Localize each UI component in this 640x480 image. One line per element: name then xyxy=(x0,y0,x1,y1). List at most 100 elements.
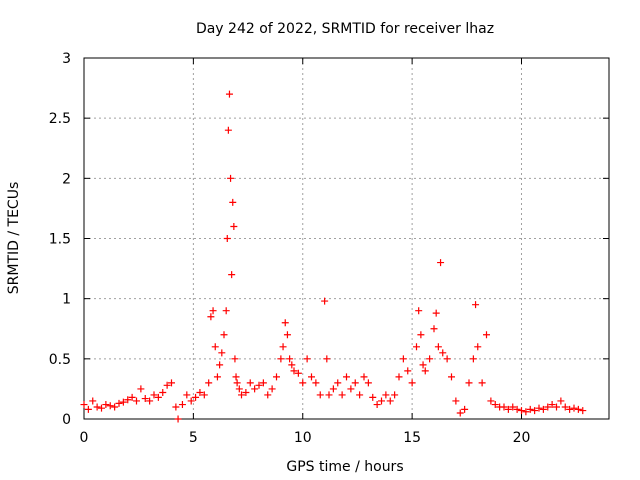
data-point xyxy=(168,379,175,387)
data-point xyxy=(434,343,442,351)
data-point xyxy=(399,355,407,363)
data-point xyxy=(456,409,464,417)
data-point xyxy=(124,396,132,404)
data-point xyxy=(474,343,482,351)
data-point xyxy=(351,379,359,387)
axes: 0 0.5 1 1.5 2 2.5 3 0 5 10 15 20 xyxy=(49,51,610,446)
data-point xyxy=(303,355,311,363)
data-point xyxy=(146,397,154,405)
data-point xyxy=(437,259,445,267)
data-series xyxy=(80,90,587,423)
grid xyxy=(84,58,609,419)
x-tick-label: 20 xyxy=(513,430,531,446)
data-point xyxy=(174,415,182,423)
data-point xyxy=(259,379,267,387)
data-point xyxy=(553,403,560,411)
data-point xyxy=(154,393,162,401)
data-point xyxy=(483,331,490,339)
data-point xyxy=(281,319,289,327)
data-point xyxy=(232,373,240,381)
data-point xyxy=(224,126,232,134)
data-point xyxy=(205,379,213,387)
data-point xyxy=(472,301,480,309)
y-tick-label: 1 xyxy=(62,292,71,308)
data-point xyxy=(255,381,263,389)
y-tick-label: 0.5 xyxy=(49,352,71,368)
data-point xyxy=(373,401,381,409)
data-point xyxy=(119,398,127,406)
data-point xyxy=(382,391,390,399)
data-point xyxy=(225,90,233,98)
data-point xyxy=(395,373,403,381)
data-point xyxy=(273,373,280,381)
data-point xyxy=(430,325,438,333)
data-point xyxy=(535,404,543,412)
y-axis-label: SRMTID / TECUs xyxy=(6,182,22,295)
data-point xyxy=(242,389,250,397)
data-point xyxy=(539,405,547,413)
data-point xyxy=(334,379,342,387)
data-point xyxy=(183,391,191,399)
y-tick-label: 2.5 xyxy=(49,111,71,127)
data-point xyxy=(211,343,219,351)
data-point xyxy=(228,271,236,279)
data-point xyxy=(421,367,429,375)
data-point xyxy=(364,379,372,387)
data-point xyxy=(209,307,217,315)
data-point xyxy=(452,397,460,405)
data-point xyxy=(251,385,259,393)
data-point xyxy=(469,355,477,363)
data-point xyxy=(491,401,499,409)
data-point xyxy=(128,393,136,401)
data-point xyxy=(522,408,530,416)
data-point xyxy=(246,379,254,387)
data-point xyxy=(413,343,420,351)
data-point xyxy=(111,403,119,411)
data-point xyxy=(478,379,486,387)
data-point xyxy=(213,373,221,381)
data-point xyxy=(426,355,434,363)
data-point xyxy=(159,389,167,397)
data-point xyxy=(323,355,331,363)
data-point xyxy=(89,397,97,405)
data-point xyxy=(264,391,272,399)
data-point xyxy=(415,307,423,315)
data-point xyxy=(229,198,237,206)
data-point xyxy=(196,389,204,397)
data-point xyxy=(283,331,291,339)
data-point xyxy=(574,405,582,413)
y-tick-label: 2 xyxy=(62,171,71,187)
data-point xyxy=(216,361,224,369)
data-point xyxy=(369,393,377,401)
y-tick-label: 1.5 xyxy=(49,232,71,248)
data-point xyxy=(290,367,298,375)
data-point xyxy=(163,381,171,389)
data-point xyxy=(360,373,368,381)
data-point xyxy=(417,331,425,339)
data-point xyxy=(343,373,350,381)
data-point xyxy=(98,404,105,412)
data-point xyxy=(133,397,140,405)
data-point xyxy=(102,401,110,409)
series-srmtid xyxy=(80,90,587,423)
data-point xyxy=(84,405,92,413)
data-point xyxy=(207,313,215,321)
x-tick-label: 0 xyxy=(80,430,89,446)
data-point xyxy=(238,391,245,399)
data-point xyxy=(500,403,508,411)
data-point xyxy=(526,405,534,413)
data-point xyxy=(404,367,412,375)
data-point xyxy=(288,361,296,369)
data-point xyxy=(513,405,521,413)
data-point xyxy=(356,391,364,399)
data-point xyxy=(570,404,578,412)
data-point xyxy=(178,401,186,409)
data-point xyxy=(223,235,231,242)
data-point xyxy=(233,379,241,387)
data-point xyxy=(141,395,149,403)
data-point xyxy=(504,405,512,413)
x-tick-label: 5 xyxy=(189,430,198,446)
data-point xyxy=(386,397,394,405)
data-point xyxy=(329,385,337,393)
